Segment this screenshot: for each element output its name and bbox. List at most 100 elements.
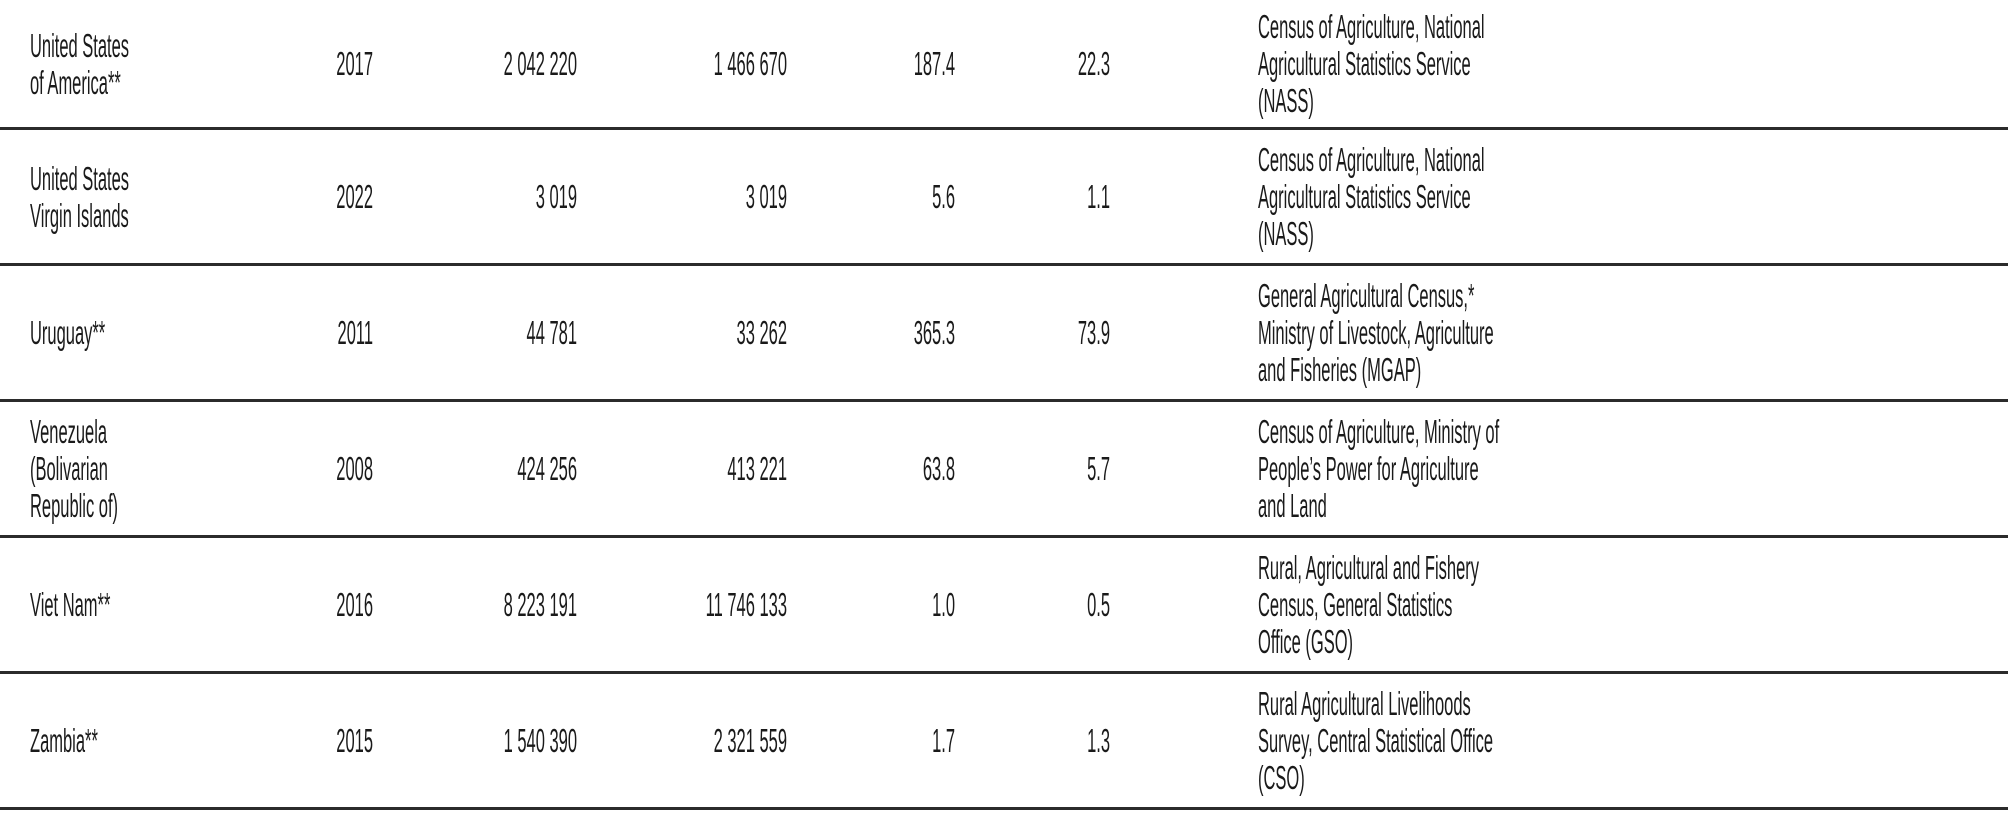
median-size-cell-value: 0.5 [1087, 586, 1110, 623]
farms-cell: 11 746 133 [577, 538, 787, 671]
year-cell-value: 2017 [336, 45, 373, 82]
year-cell-value: 2016 [336, 586, 373, 623]
year-cell-value: 2008 [336, 450, 373, 487]
country-cell-line: Republic of) [30, 487, 119, 524]
median-size-cell: 1.1 [955, 130, 1110, 263]
table-row: Venezuela (Bolivarian Republic of) 2008 424 … [0, 402, 2008, 538]
table-row: Zambia** 2015 1 540 390 2 321 559 1.7 1.3 Rura… [0, 674, 2008, 810]
country-cell-line: United States [30, 159, 130, 197]
country-cell-line: Uruguay** [30, 314, 106, 351]
country-cell: Zambia** [30, 674, 290, 807]
country-cell-line: United States [30, 26, 130, 64]
source-cell-line: and Land [1258, 487, 1327, 524]
median-size-cell-value: 22.3 [1077, 45, 1110, 82]
farms-cell: 1 466 670 [577, 0, 787, 127]
farms-cell-value: 413 221 [727, 450, 787, 487]
country-cell-line: of America** [30, 63, 121, 101]
country-cell: United States of America** [30, 0, 290, 127]
source-cell-line: Rural Agricultural Livelihoods [1258, 685, 1471, 722]
average-size-cell-value: 365.3 [913, 314, 955, 351]
holdings-cell-value: 424 256 [517, 450, 577, 487]
year-cell-value: 2015 [336, 722, 373, 759]
country-cell-line: Zambia** [30, 722, 98, 759]
source-cell-line: People’s Power for Agriculture [1258, 450, 1479, 487]
source-cell: Census of Agriculture, Ministry of People… [1258, 402, 1998, 535]
year-cell: 2022 [300, 130, 373, 263]
average-size-cell-value: 1.0 [932, 586, 955, 623]
year-cell: 2017 [300, 0, 373, 127]
holdings-cell: 8 223 191 [373, 538, 577, 671]
source-cell: Rural, Agricultural and Fishery Census, G… [1258, 538, 1998, 671]
median-size-cell: 5.7 [955, 402, 1110, 535]
source-cell-line: (CSO) [1258, 759, 1305, 796]
year-cell-value: 2011 [337, 314, 373, 351]
holdings-cell-value: 2 042 220 [503, 45, 577, 82]
median-size-cell: 22.3 [955, 0, 1110, 127]
farms-cell-value: 2 321 559 [713, 722, 787, 759]
source-cell-line: Census of Agriculture, National [1258, 141, 1485, 178]
average-size-cell: 187.4 [787, 0, 955, 127]
median-size-cell-value: 73.9 [1077, 314, 1110, 351]
source-cell: Census of Agriculture, National Agricultu… [1258, 0, 1998, 127]
source-cell-line: (NASS) [1258, 82, 1314, 119]
year-cell: 2015 [300, 674, 373, 807]
holdings-cell-value: 1 540 390 [503, 722, 577, 759]
year-cell: 2011 [300, 266, 373, 399]
source-cell-line: Ministry of Livestock, Agriculture [1258, 314, 1494, 351]
source-cell-line: Census of Agriculture, National [1258, 8, 1485, 45]
holdings-cell-value: 44 781 [526, 314, 577, 351]
source-cell-line: (NASS) [1258, 215, 1314, 252]
median-size-cell-value: 1.1 [1087, 178, 1110, 215]
year-cell: 2016 [300, 538, 373, 671]
holdings-cell: 424 256 [373, 402, 577, 535]
country-cell: United States Virgin Islands [30, 130, 290, 263]
farms-cell: 413 221 [577, 402, 787, 535]
median-size-cell-value: 5.7 [1087, 450, 1110, 487]
average-size-cell: 5.6 [787, 130, 955, 263]
source-cell-line: Census, General Statistics [1258, 586, 1453, 623]
source-cell: General Agricultural Census,* Ministry of… [1258, 266, 1998, 399]
farms-cell-value: 3 019 [745, 178, 787, 215]
country-cell: Uruguay** [30, 266, 290, 399]
country-cell: Venezuela (Bolivarian Republic of) [30, 402, 290, 535]
source-cell-line: Census of Agriculture, Ministry of [1258, 413, 1500, 450]
median-size-cell: 1.3 [955, 674, 1110, 807]
holdings-cell: 3 019 [373, 130, 577, 263]
source-cell-line: General Agricultural Census,* [1258, 277, 1475, 314]
source-cell-line: Agricultural Statistics Service [1258, 45, 1471, 82]
holdings-cell: 2 042 220 [373, 0, 577, 127]
country-cell-line: Venezuela [30, 413, 108, 450]
source-cell-line: Survey, Central Statistical Office [1258, 722, 1494, 759]
country-cell-line: Viet Nam** [30, 586, 111, 623]
year-cell-value: 2022 [336, 178, 373, 215]
country-cell-line: (Bolivarian [30, 450, 108, 487]
average-size-cell-value: 187.4 [913, 45, 955, 82]
table-row: United States of America** 2017 2 042 220 1 … [0, 0, 2008, 130]
holdings-cell-value: 3 019 [535, 178, 577, 215]
farms-cell: 3 019 [577, 130, 787, 263]
source-cell: Census of Agriculture, National Agricultu… [1258, 130, 1998, 263]
farms-cell-value: 11 746 133 [705, 586, 787, 623]
average-size-cell: 1.7 [787, 674, 955, 807]
table-row: Viet Nam** 2016 8 223 191 11 746 133 1.0 0.5 R… [0, 538, 2008, 674]
table-row: United States Virgin Islands 2022 3 019 3 01… [0, 130, 2008, 266]
farms-cell: 2 321 559 [577, 674, 787, 807]
source-cell-line: Office (GSO) [1258, 623, 1354, 660]
average-size-cell-value: 5.6 [932, 178, 955, 215]
source-cell-line: and Fisheries (MGAP) [1258, 351, 1422, 388]
average-size-cell-value: 1.7 [932, 722, 955, 759]
country-cell-line: Virgin Islands [30, 196, 129, 234]
median-size-cell: 73.9 [955, 266, 1110, 399]
average-size-cell-value: 63.8 [922, 450, 955, 487]
source-cell: Rural Agricultural Livelihoods Survey, Ce… [1258, 674, 1998, 807]
farms-cell: 33 262 [577, 266, 787, 399]
country-cell: Viet Nam** [30, 538, 290, 671]
average-size-cell: 63.8 [787, 402, 955, 535]
farms-cell-value: 1 466 670 [713, 45, 787, 82]
table-row: Uruguay** 2011 44 781 33 262 365.3 73.9 Genera… [0, 266, 2008, 402]
source-cell-line: Rural, Agricultural and Fishery [1258, 549, 1480, 586]
average-size-cell: 365.3 [787, 266, 955, 399]
year-cell: 2008 [300, 402, 373, 535]
median-size-cell-value: 1.3 [1087, 722, 1110, 759]
